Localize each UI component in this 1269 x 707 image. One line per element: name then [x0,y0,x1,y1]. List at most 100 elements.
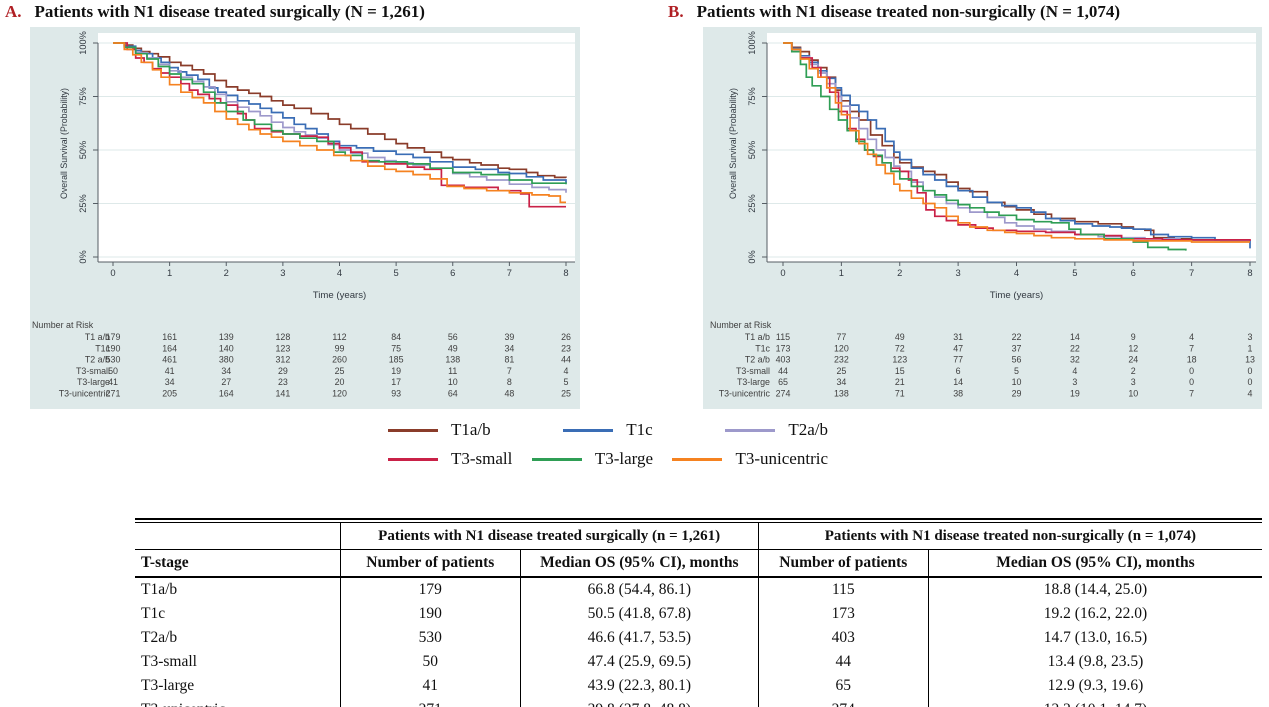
risk-value: 403 [776,355,791,365]
risk-value: 7 [1189,343,1194,353]
risk-value: 10 [1012,377,1022,387]
x-axis-title: Time (years) [990,290,1043,301]
x-tick-label: 5 [394,267,399,278]
risk-value: 0 [1248,377,1253,387]
risk-value: 2 [1131,366,1136,376]
cell-t-stage: T2a/b [141,629,178,646]
km-curve-t3large [113,42,567,185]
risk-value: 22 [1070,343,1080,353]
risk-value: 24 [1128,355,1138,365]
risk-value: 1 [1248,343,1253,353]
risk-value: 173 [776,343,791,353]
risk-value: 20 [335,377,345,387]
legend-label: T1a/b [451,420,491,439]
risk-value: 0 [1189,366,1194,376]
risk-value: 23 [278,377,288,387]
risk-value: 190 [106,343,121,353]
risk-value: 34 [836,377,846,387]
risk-value: 41 [108,377,118,387]
risk-value: 23 [561,343,571,353]
os-summary-table: Patients with N1 disease treated surgica… [135,522,1262,707]
risk-value: 14 [1070,332,1080,342]
x-tick-label: 1 [839,267,844,278]
cell-value: 13.4 (9.8, 23.5) [927,650,1262,674]
km-curve-t1c [783,42,1251,249]
cell-t-stage: T3-unicentric [135,698,340,707]
panel-b-title-text: Patients with N1 disease treated non-sur… [696,2,1121,21]
km-curve-t3large [783,42,1187,251]
col-header-non-surgical-n: Number of patients [757,549,929,578]
risk-value: 93 [391,389,401,399]
y-tick-label: 25% [78,194,88,212]
km-curve-t2ab [113,42,567,193]
group-header-non-surgical: Patients with N1 disease treated non-sur… [757,522,1262,550]
risk-value: 0 [1189,377,1194,387]
y-tick-label: 75% [78,87,88,105]
table-row: T3-small 50 47.4 (25.9, 69.5) 44 13.4 (9.8, … [135,650,1262,674]
cell-value: 19.2 (16.2, 22.0) [927,602,1262,626]
number-at-risk-header: Number at Risk [710,320,772,330]
cell-value: 12.9 (9.3, 19.6) [927,674,1262,698]
cell-t-stage: T3-large [141,677,195,694]
corner-cell [135,522,341,550]
legend-swatch-t1c [563,428,614,432]
risk-value: 274 [776,389,791,399]
table-row: T3-large 41 43.9 (22.3, 80.1) 65 12.9 (9.3, … [135,674,1262,698]
cell-value: 18.8 (14.4, 25.0) [927,577,1262,602]
legend: T1a/b T1c T2a/b T3-small T3-large T3-unicentr… [388,420,828,469]
risk-value: 22 [1012,332,1022,342]
table-row: T2a/b 530 46.6 (41.7, 53.5) 403 14.7 (13.0, … [135,626,1262,650]
cell-value: 44 [757,650,929,674]
legend-swatch-t3large [531,457,582,461]
risk-value: 77 [836,332,846,342]
cell-value: 179 [339,577,521,602]
panel-a-title-text: Patients with N1 disease treated surgica… [34,2,425,21]
y-axis-title: Overall Survival (Probability) [59,88,69,199]
risk-row-label: T3-small [76,366,110,376]
risk-value: 65 [778,377,788,387]
risk-value: 56 [1012,355,1022,365]
legend-swatch-t3small [388,457,438,461]
risk-row-label: T1c [755,343,770,353]
risk-value: 18 [1187,355,1197,365]
risk-row-label: T3-small [736,366,770,376]
risk-value: 164 [219,389,234,399]
risk-value: 15 [895,366,905,376]
plot-area [767,33,1256,262]
risk-value: 25 [561,389,571,399]
risk-value: 44 [778,366,788,376]
x-tick-label: 7 [507,267,512,278]
risk-value: 39 [504,332,514,342]
x-tick-label: 8 [563,267,568,278]
panel-b-title: B. Patients with N1 disease treated non-s… [668,2,1120,22]
y-axis-title: Overall Survival (Probability) [728,88,738,199]
legend-item-t3small: T3-small [388,449,512,469]
x-tick-label: 1 [167,267,172,278]
risk-row-label: T2 a/b [745,355,770,365]
risk-value: 530 [106,355,121,365]
risk-value: 260 [332,355,347,365]
y-tick-label: 100% [747,31,757,55]
y-tick-label: 75% [747,87,757,105]
risk-row-label: T3-large [737,377,770,387]
risk-value: 17 [391,377,401,387]
x-axis-title: Time (years) [313,290,366,301]
risk-value: 128 [275,332,290,342]
risk-value: 139 [219,332,234,342]
risk-value: 115 [776,332,790,342]
x-tick-label: 7 [1189,267,1194,278]
x-tick-label: 8 [1247,267,1252,278]
legend-row: T3-small T3-large T3-unicentric [388,449,828,469]
risk-value: 21 [895,377,905,387]
risk-value: 3 [1248,332,1253,342]
risk-value: 27 [221,377,231,387]
risk-value: 4 [1189,332,1194,342]
cell-value: 403 [757,626,929,650]
cell-value: 530 [339,626,521,650]
risk-row-label: T1 a/b [745,332,770,342]
legend-item-t3unicentric: T3-unicentric [672,449,828,469]
x-tick-label: 6 [450,267,455,278]
cell-value: 47.4 (25.9, 69.5) [519,650,759,674]
cell-t-stage: T3-small [141,653,197,670]
